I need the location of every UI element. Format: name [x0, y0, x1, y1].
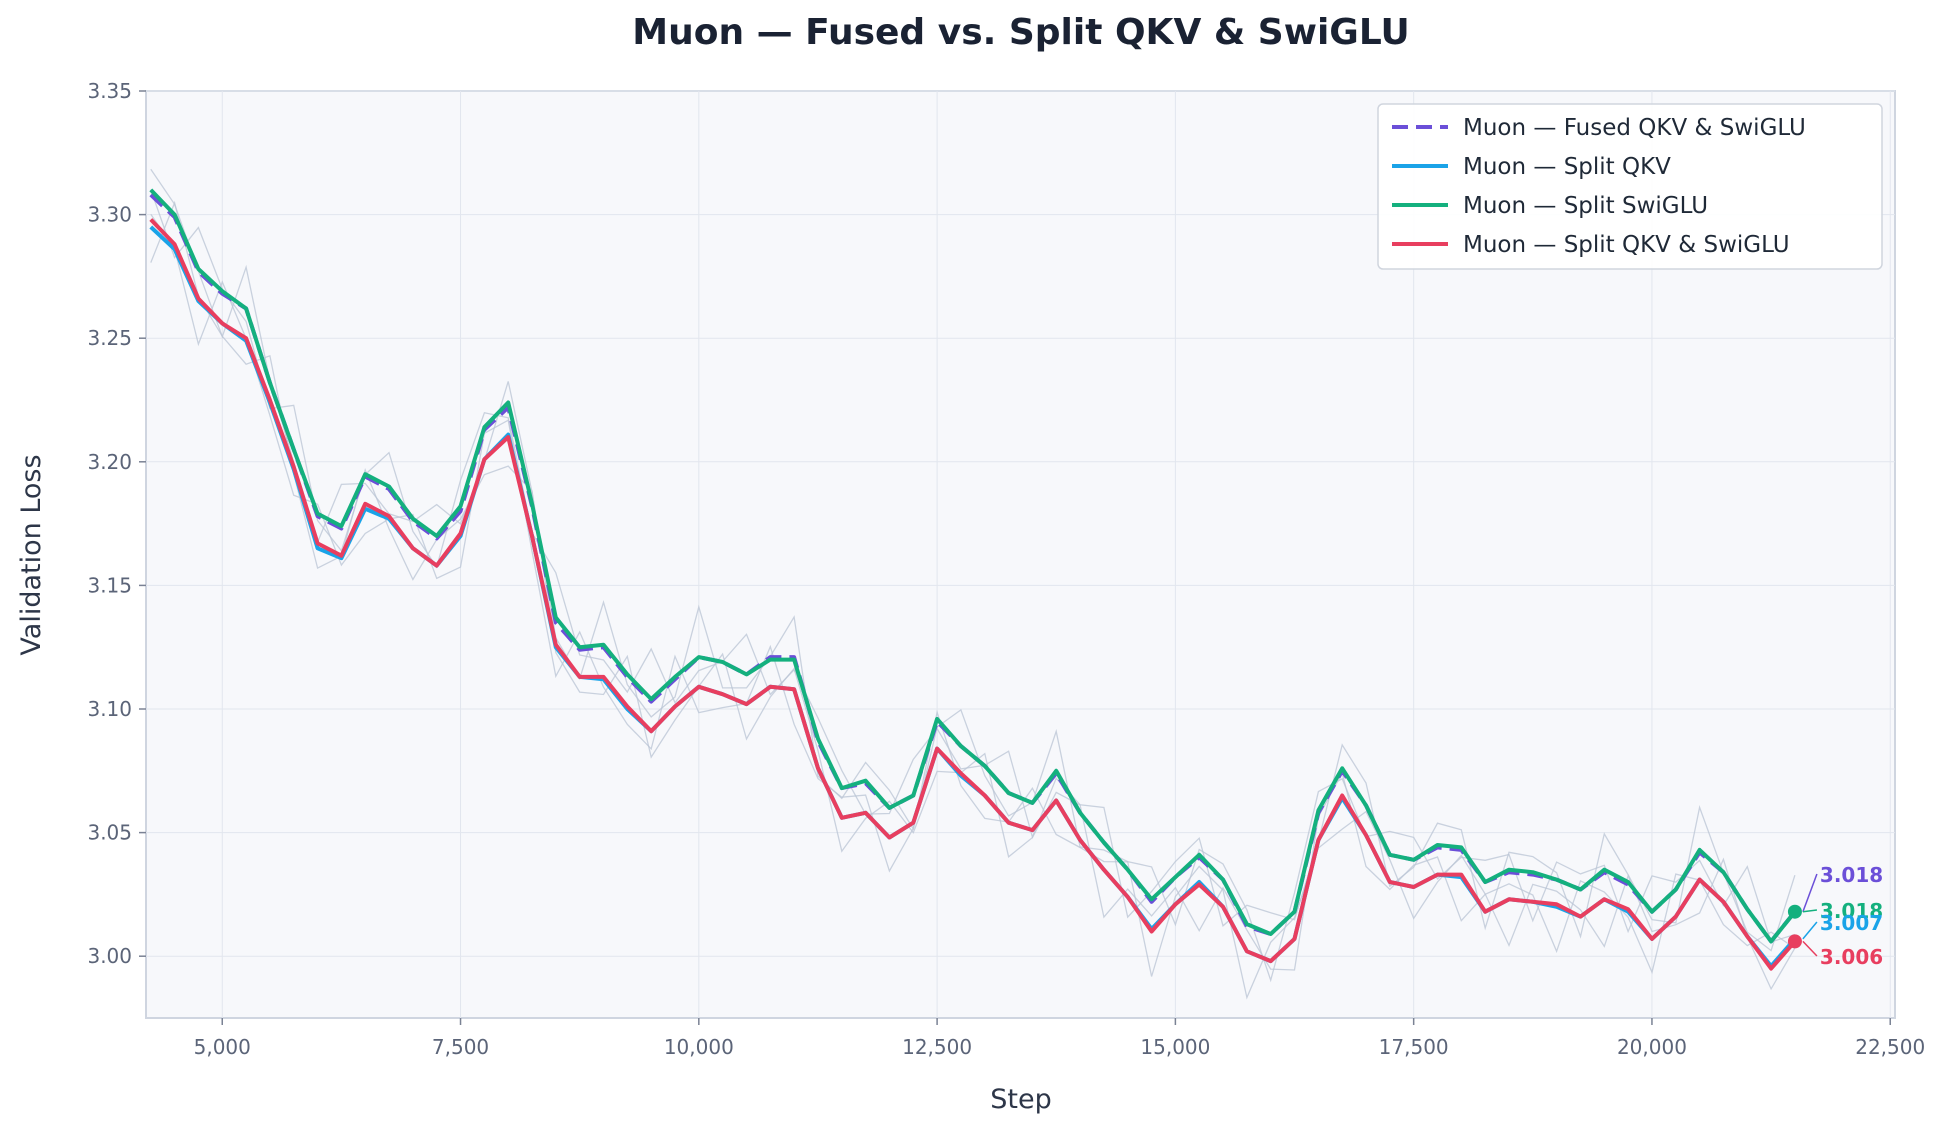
- end-value-label: 3.006: [1820, 945, 1883, 969]
- x-axis-ticks: 5,000 7,500 10,000 12,500 15,000 17,500 20,000…: [194, 1018, 1925, 1059]
- end-value-label: 3.018: [1820, 863, 1883, 887]
- legend: Muon — Fused QKV & SwiGLU Muon — Split QK…: [1377, 103, 1883, 270]
- grid-lines: [146, 90, 1895, 1018]
- x-tick-label: 5,000: [194, 1035, 251, 1059]
- legend-label: Muon — Split QKV: [1463, 154, 1671, 180]
- end-value-label: 3.007: [1820, 911, 1883, 935]
- series-lines: [149, 188, 1797, 971]
- end-point-marker: [1787, 934, 1802, 949]
- end-label-leader: [1802, 873, 1818, 912]
- x-tick-label: 12,500: [902, 1035, 972, 1059]
- x-axis-label: Step: [990, 1084, 1051, 1115]
- x-tick-label: 10,000: [664, 1035, 734, 1059]
- legend-label: Muon — Split QKV & SwiGLU: [1463, 232, 1790, 258]
- end-label-leader: [1802, 921, 1818, 940]
- legend-label: Muon — Split SwiGLU: [1463, 193, 1708, 219]
- y-tick-label: 3.25: [87, 326, 132, 350]
- x-tick-label: 22,500: [1855, 1035, 1925, 1059]
- raw-series-line: [150, 189, 1796, 952]
- y-tick-label: 3.35: [87, 79, 132, 103]
- raw-series-line: [150, 200, 1796, 975]
- y-tick-label: 3.20: [87, 450, 132, 474]
- x-tick-label: 17,500: [1379, 1035, 1449, 1059]
- x-tick-label: 15,000: [1140, 1035, 1210, 1059]
- legend-label: Muon — Fused QKV & SwiGLU: [1463, 115, 1806, 141]
- y-tick-label: 3.30: [87, 203, 132, 227]
- series-line: [149, 188, 1797, 944]
- x-tick-label: 20,000: [1617, 1035, 1687, 1059]
- chart-title: Muon — Fused vs. Split QKV & SwiGLU: [632, 12, 1409, 53]
- end-value-label: 3.018: [1820, 899, 1883, 923]
- series-line: [149, 218, 1797, 971]
- raw-series-line: [150, 168, 1796, 983]
- raw-series-lines: [150, 168, 1796, 1000]
- end-point-marker: [1787, 904, 1802, 919]
- y-tick-label: 3.05: [87, 821, 132, 845]
- y-tick-label: 3.15: [87, 573, 132, 597]
- legend-box: [1377, 103, 1883, 270]
- end-label-leader: [1802, 940, 1818, 957]
- y-axis-ticks: 3.00 3.05 3.10 3.15 3.20 3.25 3.30 3.35: [87, 79, 146, 968]
- x-tick-label: 7,500: [432, 1035, 489, 1059]
- y-axis-label: Validation Loss: [16, 454, 47, 655]
- raw-series-line: [150, 213, 1796, 1000]
- end-label-leader: [1802, 909, 1818, 913]
- y-tick-label: 3.10: [87, 697, 132, 721]
- y-tick-label: 3.00: [87, 944, 132, 968]
